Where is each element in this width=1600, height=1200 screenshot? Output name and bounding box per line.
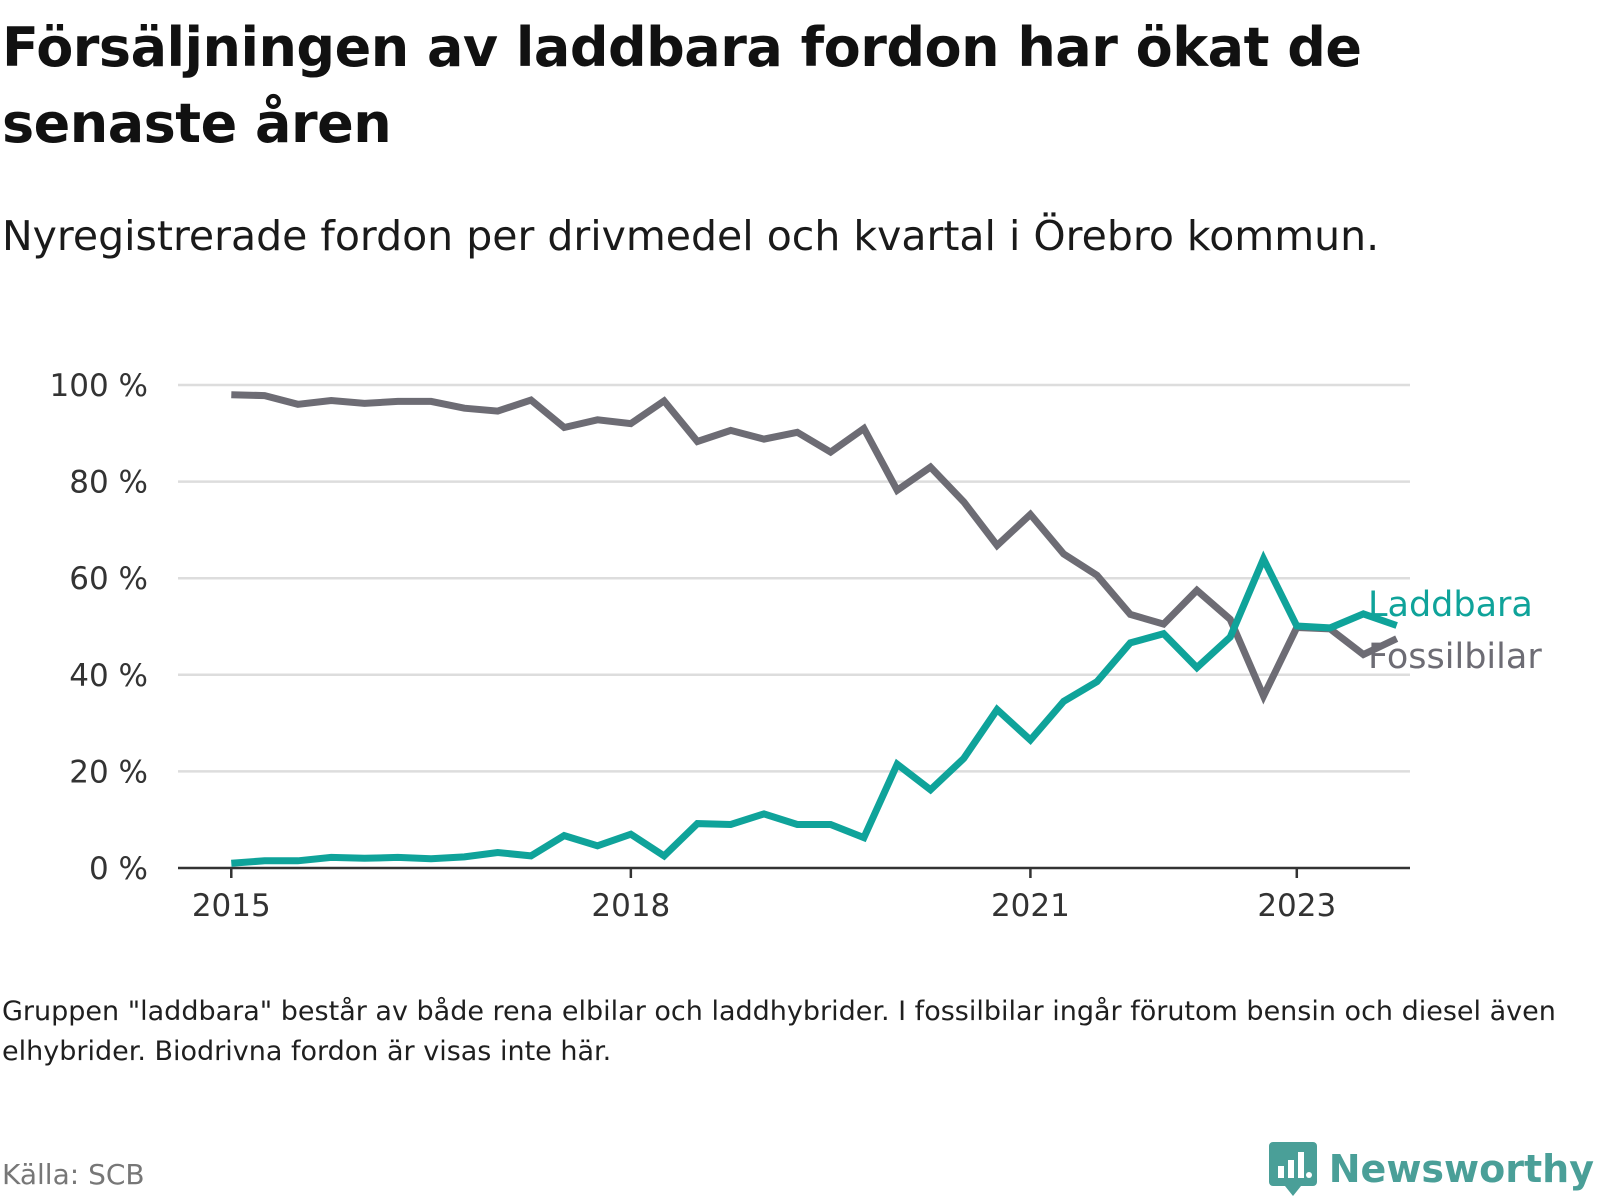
series-label-fossilbilar: Fossilbilar: [1368, 637, 1542, 677]
brand-name: Newsworthy: [1328, 1147, 1594, 1191]
series-labels: Laddbara Fossilbilar: [1368, 585, 1542, 677]
x-tick-label: 2023: [1257, 888, 1336, 924]
series-line-laddbara: [231, 550, 1398, 867]
y-axis-ticks: 0 % 20 % 40 % 60 % 80 % 100 %: [50, 368, 148, 887]
newsworthy-logo[interactable]: Newsworthy: [1267, 1140, 1594, 1198]
y-tick-label: 80 %: [69, 465, 148, 501]
x-tick-label: 2015: [192, 888, 271, 924]
x-tick-label: 2018: [591, 888, 670, 924]
x-axis: 2015 2018 2021 2023: [178, 866, 1410, 924]
x-tick-label: 2021: [991, 888, 1070, 924]
y-tick-label: 40 %: [69, 658, 148, 694]
bar-chart-speech-bubble-icon: [1268, 1142, 1317, 1196]
y-tick-label: 20 %: [69, 754, 148, 790]
chart-title: Försäljningen av laddbara fordon har öka…: [2, 16, 1362, 155]
series-line-fossilbilar: [231, 391, 1399, 705]
source-credit: Källa: SCB: [2, 1158, 145, 1191]
chart-subtitle: Nyregistrerade fordon per drivmedel och …: [2, 212, 1380, 260]
gridlines: [178, 383, 1410, 773]
y-tick-label: 60 %: [69, 561, 148, 597]
series-lines: [231, 391, 1399, 867]
series-label-laddbara: Laddbara: [1368, 585, 1533, 625]
line-chart: 0 % 20 % 40 % 60 % 80 % 100 % 2015 2018 2021 202…: [50, 368, 1543, 924]
footnote: Gruppen "laddbara" består av både rena e…: [2, 996, 1556, 1067]
y-tick-label: 0 %: [89, 851, 148, 887]
y-tick-label: 100 %: [50, 368, 148, 404]
